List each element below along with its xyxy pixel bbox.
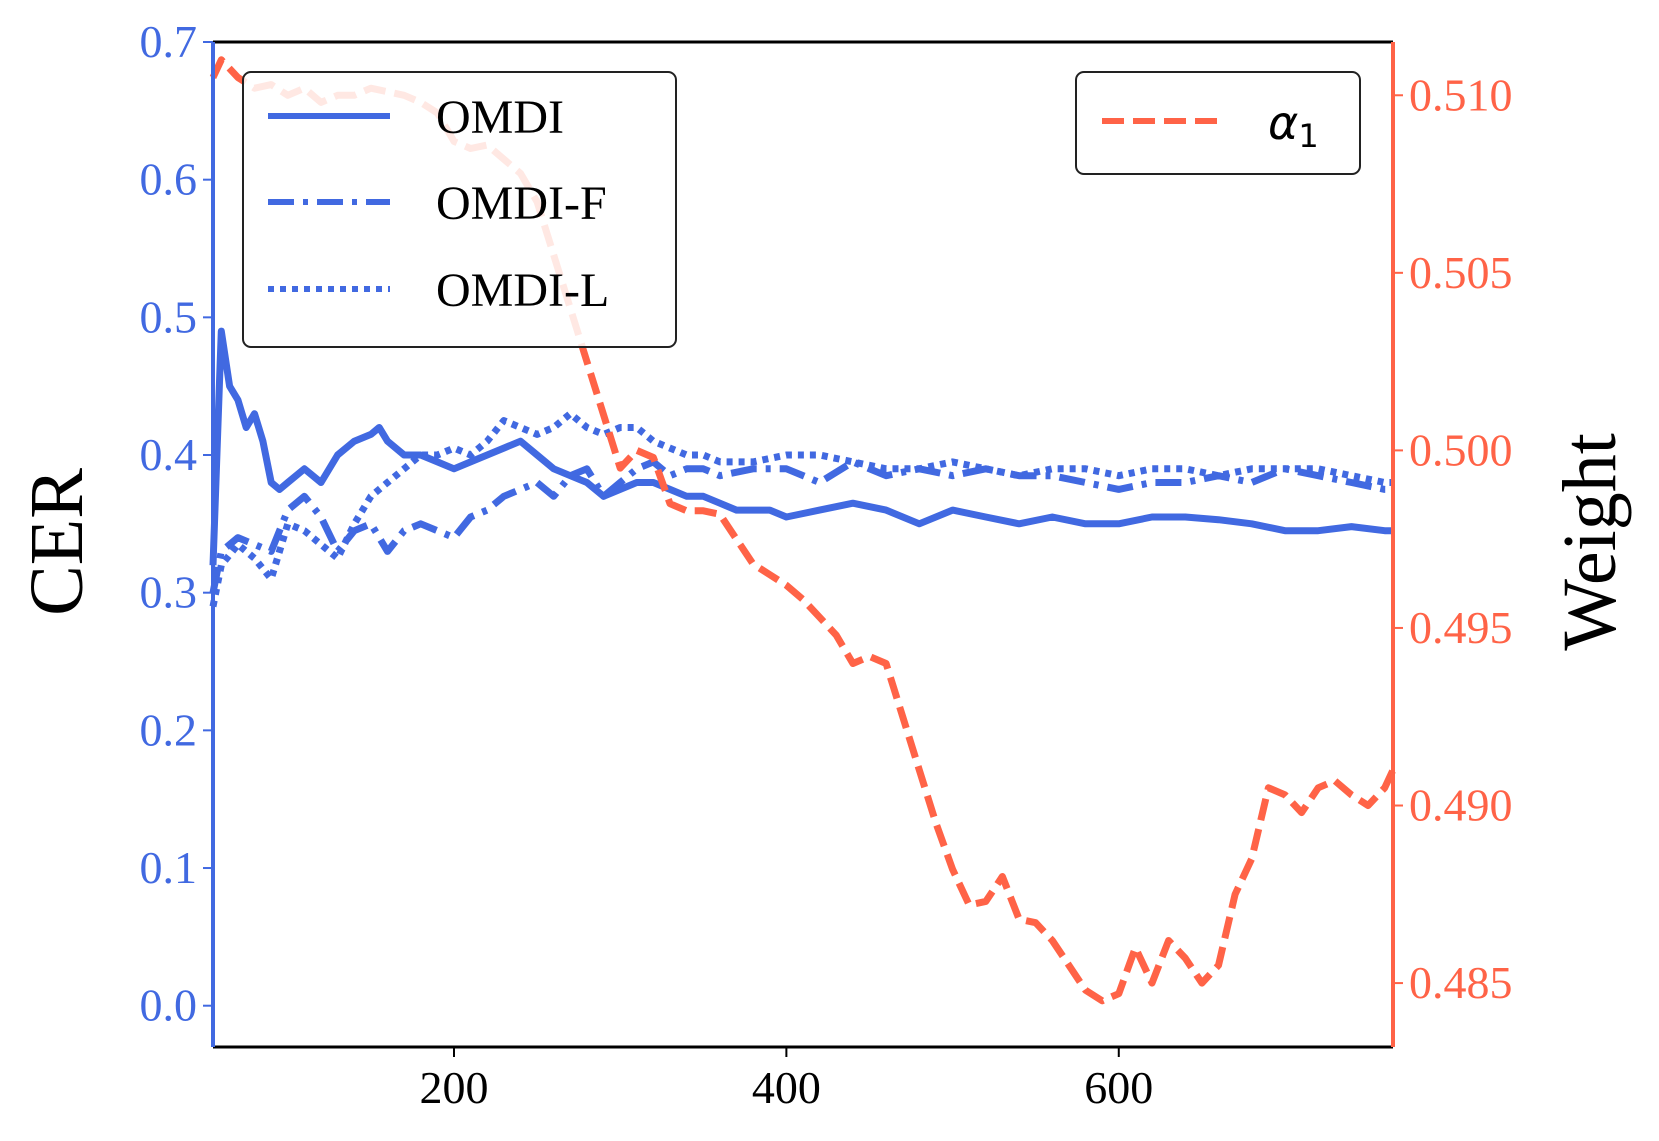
x-tick-label: 600 — [1084, 1062, 1153, 1113]
legend-label-omdi-f: OMDI-F — [436, 177, 607, 230]
y-right-tick-label: 0.490 — [1409, 780, 1513, 831]
ticks-layer: 200 400 600 0.0 0.1 0.2 0.3 0.4 0.5 0.6 0.7 0.485 0.… — [140, 16, 1513, 1113]
legend-left: OMDI OMDI-F OMDI-L — [242, 71, 677, 348]
y-right-tick-label: 0.485 — [1409, 957, 1513, 1008]
series-line-omdi-f — [209, 458, 1393, 594]
y-right-tick-label: 0.510 — [1409, 69, 1513, 120]
legend-right: α1 — [1075, 71, 1361, 175]
legend-label-omdi-l: OMDI-L — [436, 264, 609, 317]
y-left-tick-label: 0.2 — [140, 704, 198, 755]
legend-label-alpha-subscript: 1 — [1298, 117, 1318, 155]
y-left-tick-label: 0.1 — [140, 842, 198, 893]
legend-right-frame — [1075, 71, 1361, 175]
y-right-axis-title: Weight — [1548, 433, 1632, 651]
series-line-omdi-l — [209, 410, 1393, 608]
series-line-omdi — [209, 327, 1393, 566]
y-left-axis-title: CER — [15, 468, 99, 616]
legend-label-alpha1: α1 — [1268, 96, 1319, 155]
y-left-tick-label: 0.5 — [140, 291, 198, 342]
legend-label-omdi: OMDI — [436, 91, 564, 144]
y-right-tick-label: 0.505 — [1409, 247, 1513, 298]
y-right-tick-label: 0.500 — [1409, 424, 1513, 475]
y-right-tick-label: 0.495 — [1409, 602, 1513, 653]
y-left-tick-label: 0.7 — [140, 16, 198, 67]
y-left-tick-label: 0.6 — [140, 154, 198, 205]
legend-left-frame — [242, 71, 677, 348]
y-left-tick-label: 0.4 — [140, 429, 198, 480]
axes-layer — [211, 40, 1395, 1049]
x-tick-label: 400 — [752, 1062, 821, 1113]
x-tick-label: 200 — [419, 1062, 488, 1113]
y-left-tick-label: 0.3 — [140, 567, 198, 618]
y-left-tick-label: 0.0 — [140, 980, 198, 1031]
legend-label-alpha-base: α — [1268, 96, 1298, 150]
